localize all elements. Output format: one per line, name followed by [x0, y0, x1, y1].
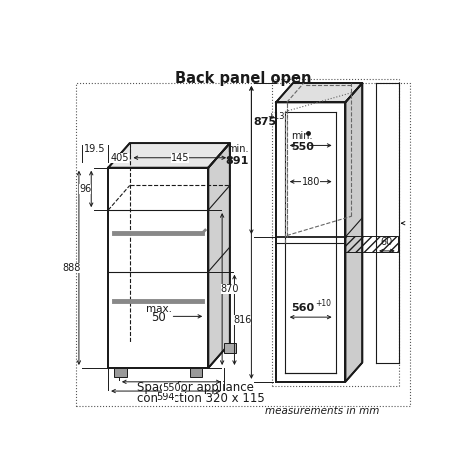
- Text: connection 320 x 115: connection 320 x 115: [137, 392, 265, 405]
- Text: max.: max.: [146, 304, 172, 314]
- Text: 870: 870: [220, 284, 239, 294]
- Text: 550: 550: [292, 142, 314, 152]
- Text: min.: min.: [292, 131, 313, 141]
- Text: min.: min.: [227, 145, 248, 155]
- Polygon shape: [276, 102, 346, 382]
- Bar: [190, 368, 202, 377]
- Text: 550: 550: [162, 383, 181, 393]
- Polygon shape: [276, 83, 362, 102]
- Text: 145: 145: [171, 153, 189, 163]
- Polygon shape: [346, 83, 362, 382]
- Bar: [346, 236, 398, 253]
- Text: 180: 180: [301, 177, 320, 187]
- Bar: [224, 343, 236, 353]
- Text: 560: 560: [292, 303, 315, 313]
- Polygon shape: [108, 168, 208, 368]
- Text: 891: 891: [226, 156, 249, 166]
- Text: measurements in mm: measurements in mm: [265, 406, 379, 416]
- Text: 594: 594: [157, 392, 175, 402]
- Text: 50: 50: [152, 311, 166, 324]
- Text: +13: +13: [267, 112, 285, 121]
- Text: 96: 96: [79, 184, 91, 194]
- Polygon shape: [108, 143, 230, 168]
- Text: 816: 816: [233, 315, 251, 325]
- Text: Space for appliance: Space for appliance: [137, 381, 255, 394]
- Text: 405: 405: [110, 153, 129, 163]
- Bar: [114, 368, 127, 377]
- Text: Back panel open: Back panel open: [175, 71, 311, 86]
- Text: 888: 888: [62, 263, 81, 273]
- Text: 19.5: 19.5: [84, 144, 106, 154]
- Polygon shape: [208, 143, 230, 368]
- Text: +10: +10: [315, 300, 331, 309]
- Text: 875: 875: [254, 118, 277, 128]
- Text: 60: 60: [381, 237, 393, 247]
